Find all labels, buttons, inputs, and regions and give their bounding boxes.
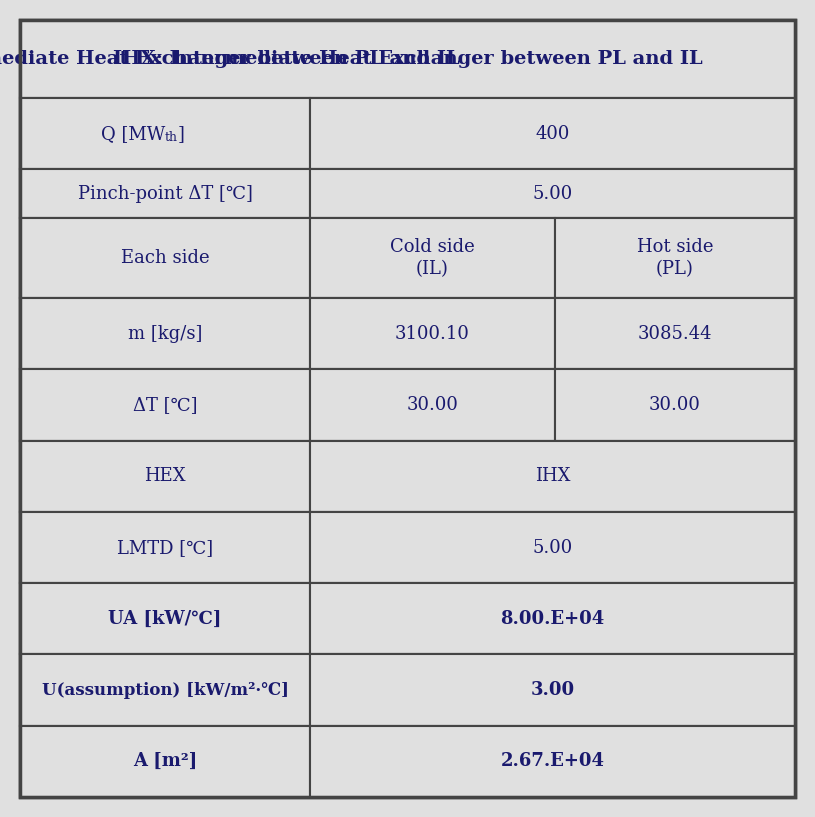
Text: LMTD [℃]: LMTD [℃] xyxy=(117,538,213,556)
Text: IHX: IHX xyxy=(535,467,570,485)
Bar xyxy=(555,217,795,298)
Text: 3100.10: 3100.10 xyxy=(395,325,470,343)
Text: 3085.44: 3085.44 xyxy=(638,325,712,343)
Bar xyxy=(310,369,555,440)
Text: U(assumption) [kW/m²·℃]: U(assumption) [kW/m²·℃] xyxy=(42,681,289,699)
Bar xyxy=(310,654,795,725)
Bar xyxy=(20,369,310,440)
Bar xyxy=(20,217,310,298)
Text: A [m²]: A [m²] xyxy=(133,752,197,770)
Text: Q [MW: Q [MW xyxy=(101,125,165,143)
Bar xyxy=(20,725,310,797)
Text: 30.00: 30.00 xyxy=(649,396,701,414)
Text: IHX: Intermediate Heat Exchanger between PL and IL: IHX: Intermediate Heat Exchanger between… xyxy=(0,50,460,68)
Bar xyxy=(310,217,555,298)
Text: 30.00: 30.00 xyxy=(407,396,458,414)
Text: IHX: Intermediate Heat Exchanger between PL and IL: IHX: Intermediate Heat Exchanger between… xyxy=(112,50,703,68)
Bar xyxy=(310,98,795,169)
Text: 3.00: 3.00 xyxy=(531,681,575,699)
Bar xyxy=(20,98,310,169)
Text: UA [kW/℃]: UA [kW/℃] xyxy=(108,609,222,627)
Bar xyxy=(20,298,795,369)
Text: ]: ] xyxy=(178,125,185,143)
Bar xyxy=(20,512,310,583)
Bar xyxy=(555,298,795,369)
Bar xyxy=(20,20,795,98)
Bar xyxy=(20,440,310,512)
Text: 5.00: 5.00 xyxy=(532,185,573,203)
Bar xyxy=(310,583,795,654)
Text: ΔT [℃]: ΔT [℃] xyxy=(133,396,197,414)
Text: m [kg/s]: m [kg/s] xyxy=(128,325,202,343)
Text: 2.67.E+04: 2.67.E+04 xyxy=(500,752,605,770)
Bar xyxy=(310,298,555,369)
Bar xyxy=(555,369,795,440)
Text: Each side: Each side xyxy=(121,249,209,267)
Text: 5.00: 5.00 xyxy=(532,538,573,556)
Bar xyxy=(20,298,310,369)
Bar xyxy=(20,369,795,440)
Bar xyxy=(20,725,795,797)
Bar xyxy=(310,440,795,512)
Text: th: th xyxy=(165,132,178,145)
Text: 400: 400 xyxy=(535,125,570,143)
Text: Cold side
(IL): Cold side (IL) xyxy=(390,238,475,278)
Text: Pinch-point ΔT [℃]: Pinch-point ΔT [℃] xyxy=(77,185,253,203)
Bar xyxy=(20,217,795,298)
Bar xyxy=(20,654,795,725)
Bar xyxy=(20,440,795,512)
Bar xyxy=(20,169,795,217)
Bar xyxy=(310,169,795,217)
Text: Hot side
(PL): Hot side (PL) xyxy=(637,238,713,278)
Bar xyxy=(20,654,310,725)
Bar xyxy=(20,583,310,654)
Bar xyxy=(20,583,795,654)
Bar xyxy=(310,512,795,583)
Bar xyxy=(20,512,795,583)
Text: 8.00.E+04: 8.00.E+04 xyxy=(500,609,605,627)
Bar xyxy=(20,169,310,217)
Bar xyxy=(20,98,795,169)
Bar xyxy=(310,725,795,797)
Text: HEX: HEX xyxy=(144,467,186,485)
